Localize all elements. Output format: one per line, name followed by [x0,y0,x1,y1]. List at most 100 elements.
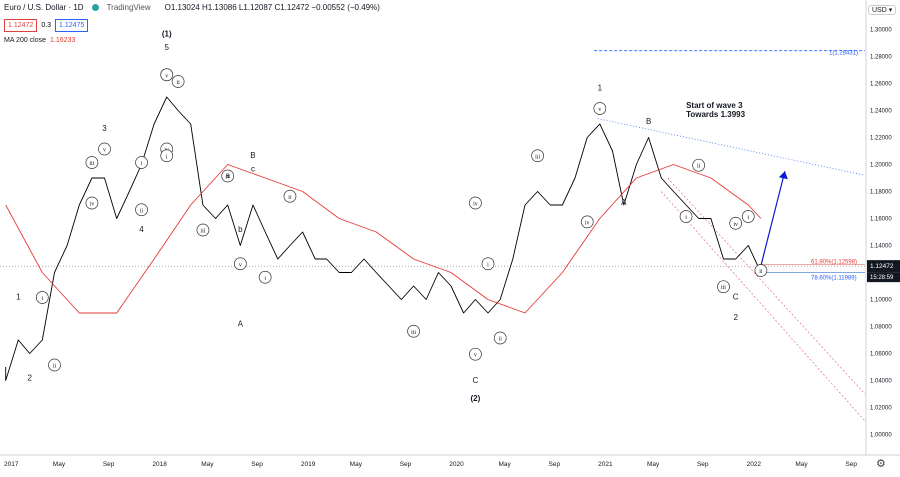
annotation-text: Start of wave 3 [686,101,743,110]
wave-circle [35,291,49,304]
y-tick-label: 1.10000 [870,298,892,304]
wave-label: b [238,225,243,234]
wave-circle [233,257,247,271]
wave-label: i [141,161,143,167]
wave-label: B [646,117,651,126]
wave-circle [283,189,297,203]
wave-label: i [685,215,687,221]
ohlc-readout: O1.13024 H1.13086 L1.12087 C1.12472 −0.0… [164,3,380,12]
x-tick-label: May [350,461,363,468]
wave-circle [531,149,544,163]
y-tick-label: 1.00000 [870,433,892,439]
x-tick-label: May [795,461,808,468]
wave-circle [160,149,174,163]
ask-price-button[interactable]: 1.12475 [55,19,89,32]
wave-label: iv [733,222,738,228]
wave-circle [741,210,755,223]
wave-label: A [238,320,244,329]
wave-circle [493,331,507,345]
wave-circle [48,358,61,372]
wave-circle [729,216,743,230]
y-tick-label: 1.26000 [870,82,892,88]
wave-label: 2 [733,313,738,322]
wave-circle [171,75,185,88]
wave-label: ii [53,364,57,370]
wave-label: v [239,262,242,268]
ma-value: 1.16233 [50,37,76,44]
wave-circle [481,257,495,271]
wave-circle [135,203,148,217]
wave-label: i [264,276,266,282]
wave-circle [469,347,482,361]
x-tick-label: Sep [845,461,857,468]
symbol-title[interactable]: Euro / U.S. Dollar · 1D [4,3,84,12]
wave-label: B [250,151,255,160]
currency-button[interactable]: USD ▾ [868,5,897,15]
wave-label: ii [288,195,292,201]
wave-label: v [474,353,477,359]
wave-circle [85,156,99,169]
wave-label: iii [200,229,205,235]
wave-label: 1 [16,293,21,302]
ma-legend[interactable]: MA 200 close 1.16233 [4,37,75,44]
price-tag: 1.12472 [870,263,894,270]
wave-circle [196,223,210,237]
gear-icon[interactable]: ⚙ [876,458,886,470]
bid-price-button[interactable]: 1.12472 [4,19,38,32]
x-tick-label: 2017 [4,461,19,468]
y-tick-label: 1.18000 [870,190,892,196]
x-tick-label: May [201,461,214,468]
wave-label: iii [411,330,416,336]
countdown-tag-bg [867,272,900,283]
wave-circle [98,142,111,156]
channel-upper-line [667,177,866,395]
x-tick-label: Sep [697,461,709,468]
wave-label: v [598,107,601,113]
wave-circle [593,102,607,115]
bid-ask-row: 1.12472 0.3 1.12475 [4,19,89,32]
projection-arrow-line [760,171,786,266]
x-tick-label: May [53,461,66,468]
wave-label: 2 [27,374,32,383]
wave-label: i [487,262,489,268]
x-tick-label: Sep [400,461,412,468]
wave-circle [469,196,482,210]
x-tick-label: May [499,461,512,468]
wave-label: ii [499,337,503,343]
y-tick-label: 1.08000 [870,325,892,331]
wave-circle [221,169,235,183]
y-tick-label: 1.22000 [870,136,892,142]
wave-label: iv [473,202,478,208]
channel-lower-line [660,191,866,422]
wave-label: C [473,376,479,385]
y-tick-label: 1.14000 [870,244,892,250]
brand-label: TradingView [106,3,151,12]
ma-label: MA 200 close [4,37,47,44]
market-open-icon [91,4,99,11]
wave-label: iv [225,175,230,181]
x-tick-label: 2018 [152,461,167,468]
wave-label: (1) [162,29,172,38]
wave-label: ii [697,164,701,170]
wave-circle [258,270,272,284]
x-tick-label: Sep [251,461,263,468]
wave-label: iii [89,161,94,167]
countdown-tag: 15:28:59 [870,275,894,281]
price-tag-bg [867,260,900,273]
x-tick-label: Sep [103,461,115,468]
wave-label: ii [176,80,180,86]
wave-label: iv [90,202,95,208]
wave-label: A [621,198,627,207]
x-tick-label: 2021 [598,461,613,468]
wave-label: ii [759,269,763,275]
wave-label: iii [535,154,540,160]
y-tick-label: 1.06000 [870,352,892,358]
wave-circle [407,324,420,338]
x-tick-label: Sep [549,461,561,468]
wave-label: a [226,171,231,180]
wave-label: v [165,73,168,79]
y-tick-label: 1.04000 [870,379,892,385]
wave-circle [135,156,148,169]
